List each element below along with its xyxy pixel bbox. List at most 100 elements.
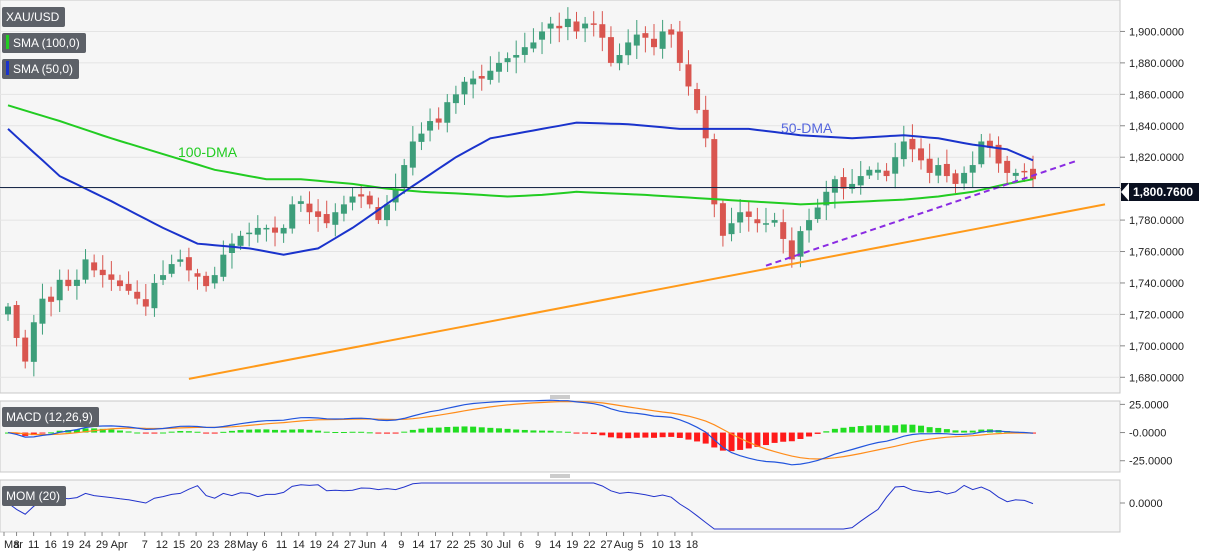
macd-hist-bar <box>814 432 821 434</box>
candle-body <box>39 298 46 324</box>
macd-hist-bar <box>194 431 201 433</box>
mom-legend[interactable]: MOM (20) <box>2 486 66 506</box>
macd-hist-bar <box>866 425 873 433</box>
macd-hist-bar <box>332 432 339 434</box>
candle-body <box>254 227 261 235</box>
x-tick-label: 13 <box>669 539 681 551</box>
macd-hist-bar <box>771 432 778 443</box>
macd-hist-bar <box>177 430 184 433</box>
sma50-label: SMA (50,0) <box>13 62 74 76</box>
candle-body <box>160 275 167 280</box>
macd-hist-bar <box>513 429 520 433</box>
sma50-line <box>7 121 1034 256</box>
candle-body <box>986 140 993 148</box>
price-tick-label: 1,680.0000 <box>1129 372 1184 384</box>
x-tick-label: 19 <box>310 539 322 551</box>
macd-hist-bar <box>39 432 46 434</box>
macd-hist-bar <box>737 432 744 450</box>
macd-hist-bar <box>495 428 502 433</box>
candle-body <box>590 23 597 25</box>
x-tick-label: 11 <box>28 539 39 551</box>
macd-hist-bar <box>823 431 830 433</box>
macd-hist-bar <box>82 428 89 433</box>
x-tick-label: 5 <box>638 539 644 551</box>
candle-body <box>444 102 451 123</box>
macd-hist-bar <box>857 426 864 433</box>
price-tick-label: 1,780.0000 <box>1129 215 1184 227</box>
candle-body <box>771 220 778 223</box>
macd-hist-bar <box>797 432 804 439</box>
x-tick-label: Jul <box>497 539 511 551</box>
macd-hist-bar <box>237 430 244 433</box>
macd-hist-bar <box>401 431 408 433</box>
macd-hist-bar <box>246 429 253 433</box>
x-tick-label: 19 <box>566 539 578 551</box>
candle-body <box>797 231 804 257</box>
candle-body <box>263 227 270 230</box>
sma100-legend[interactable]: SMA (100,0) <box>2 33 86 53</box>
macd-hist-bar <box>99 428 106 433</box>
candle-body <box>383 204 390 221</box>
candle-body <box>892 157 899 174</box>
macd-legend[interactable]: MACD (12,26,9) <box>2 407 99 427</box>
candle-body <box>280 227 287 234</box>
candle-body <box>427 121 434 131</box>
candle-body <box>745 211 752 217</box>
macd-hist-bar <box>676 432 683 438</box>
macd-hist-bar <box>874 425 881 433</box>
candle-body <box>461 81 468 95</box>
macd-hist-bar <box>349 431 356 433</box>
candle-body <box>30 322 37 362</box>
candle-body <box>228 243 235 253</box>
macd-signal-line <box>7 400 1034 460</box>
macd-hist-bar <box>694 432 701 442</box>
candle-body <box>108 274 115 280</box>
candle-body <box>849 183 856 189</box>
price-panel <box>0 0 1121 394</box>
macd-hist-bar <box>125 431 132 433</box>
macd-hist-bar <box>625 432 632 439</box>
candle-body <box>306 203 313 213</box>
macd-hist-bar <box>754 432 761 447</box>
macd-hist-bar <box>452 426 459 433</box>
macd-tick-label: -0.0000 <box>1129 428 1166 440</box>
macd-hist-bar <box>564 431 571 433</box>
macd-hist-bar <box>719 432 726 451</box>
x-tick-label: Jun <box>358 539 376 551</box>
macd-hist-bar <box>168 431 175 433</box>
candle-body <box>99 269 106 276</box>
candle-body <box>435 118 442 123</box>
candle-body <box>392 188 399 203</box>
candle-body <box>470 78 477 85</box>
candle-body <box>116 280 123 287</box>
mom-panel <box>0 479 1121 533</box>
macd-hist-bar <box>435 427 442 433</box>
macd-label: MACD (12,26,9) <box>6 410 93 424</box>
symbol-legend[interactable]: XAU/USD <box>2 7 66 27</box>
macd-hist-bar <box>418 428 425 433</box>
candle-body <box>5 306 11 315</box>
candle-body <box>13 305 20 338</box>
x-tick-label: 4 <box>381 539 387 551</box>
candle-body <box>952 173 959 184</box>
price-tick-label: 1,700.0000 <box>1129 341 1184 353</box>
macd-hist-bar <box>366 432 373 434</box>
x-tick-label: 29 <box>96 539 108 551</box>
x-tick-label: 17 <box>429 539 441 551</box>
macd-panel <box>0 400 1121 473</box>
candle-body <box>556 25 563 29</box>
macd-hist-bar <box>961 430 968 433</box>
candle-body <box>401 165 408 188</box>
dma100-annotation: 100-DMA <box>178 144 238 160</box>
macd-hist-bar <box>461 426 468 433</box>
macd-hist-bar <box>409 429 416 433</box>
candle-body <box>366 195 373 205</box>
candle-body <box>1004 160 1011 173</box>
candle-body <box>323 214 330 224</box>
candle-body <box>358 194 365 197</box>
sma50-legend[interactable]: SMA (50,0) <box>2 59 80 79</box>
macd-hist-bar <box>375 432 382 434</box>
x-tick-label: 6 <box>261 539 267 551</box>
x-tick-label: 12 <box>156 539 168 551</box>
macd-hist-bar <box>280 430 287 433</box>
